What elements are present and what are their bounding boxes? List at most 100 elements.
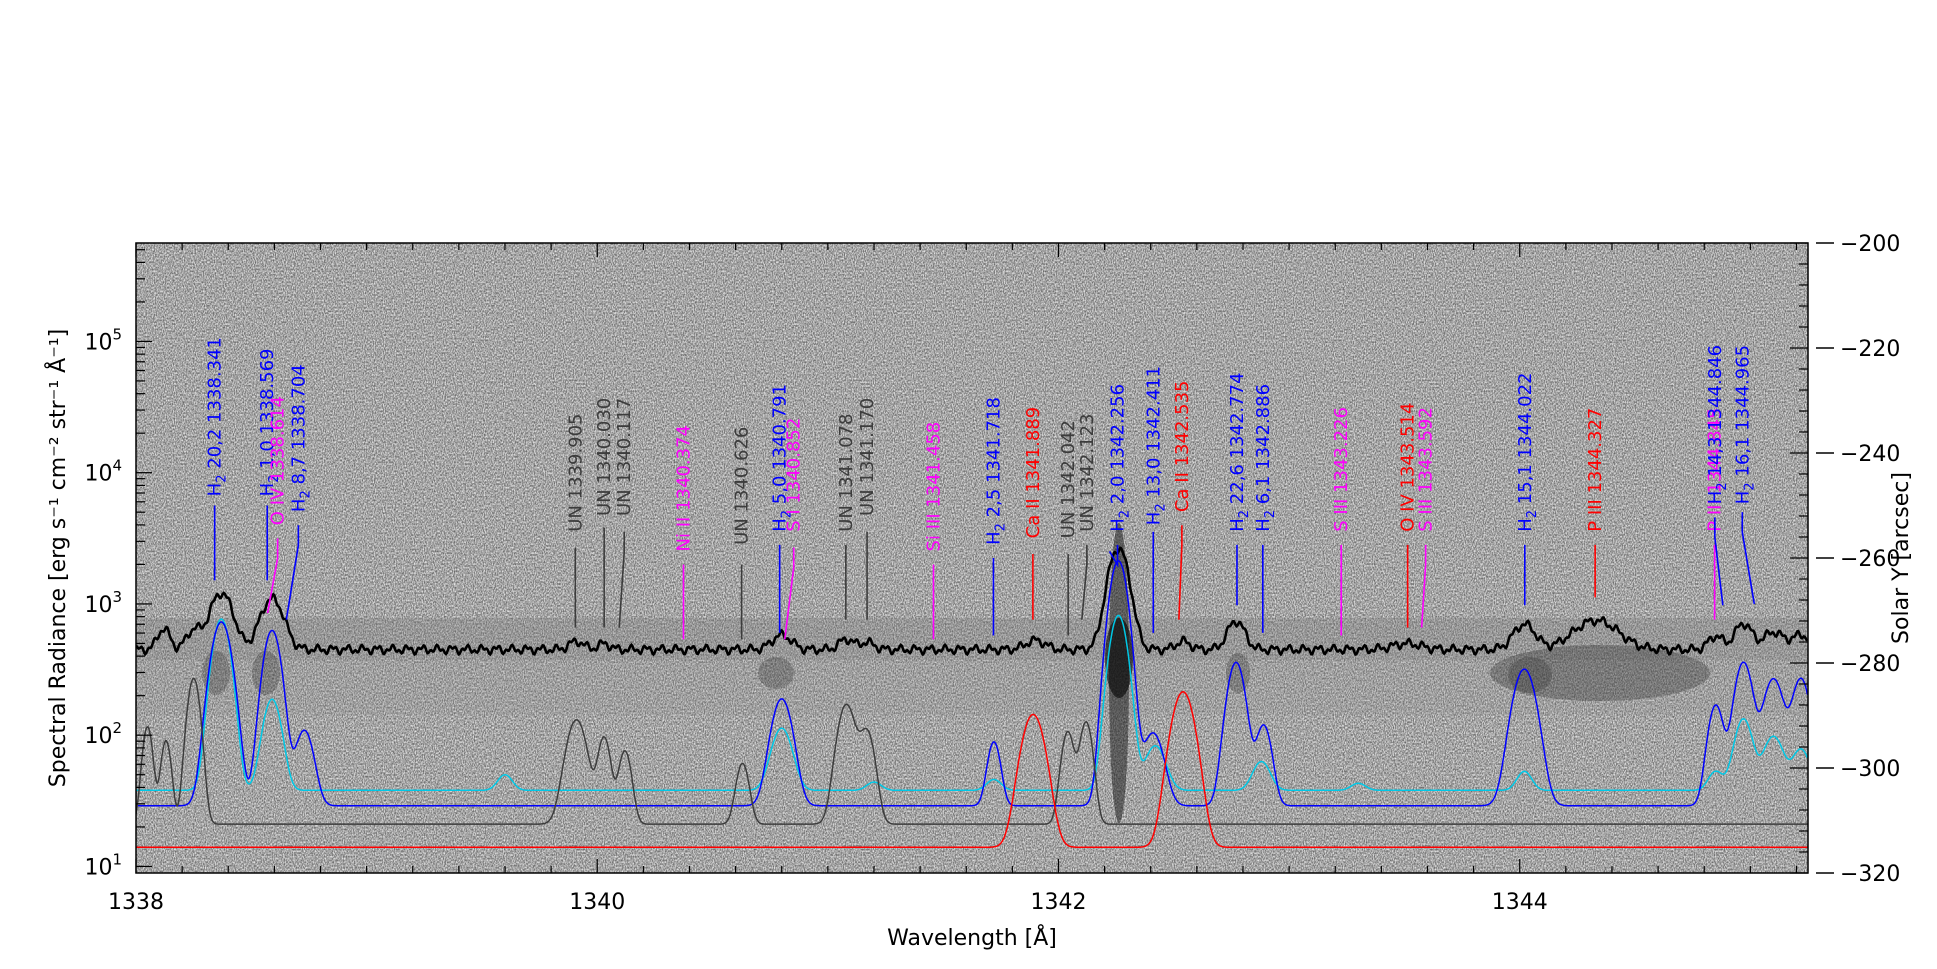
line-label-text: S III 1343.226 [1331, 407, 1352, 532]
y-right-tick-label: −200 [1840, 232, 1900, 257]
line-label-2: H2 1,0 1338.569 [257, 349, 282, 581]
y-left-tick-label: 101 [84, 850, 122, 880]
line-label-6: UN 1340.030 [594, 398, 615, 628]
spectrum-series-line-4 [136, 677, 1808, 825]
y-right-tick-label: −300 [1840, 757, 1900, 782]
y-right-tick-label: −260 [1840, 547, 1900, 572]
line-label-text: H2 5,0 1340.791 [770, 384, 795, 532]
line-label-tick [783, 547, 795, 640]
line-label-text: H2 2,5 1341.718 [983, 397, 1008, 545]
line-label-16: Ca II 1341.889 [1023, 407, 1044, 620]
line-label-text: Si III 1341.458 [923, 422, 944, 552]
line-label-text: UN 1340.030 [594, 398, 615, 516]
y-right-tick-label: −320 [1840, 862, 1900, 887]
line-label-tick [1108, 544, 1119, 568]
line-label-5: UN 1339.905 [565, 414, 586, 628]
line-label-18: UN 1342.123 [1077, 414, 1098, 620]
y-right-tick-label: −220 [1840, 337, 1900, 362]
line-label-text: S III 1343.592 [1416, 407, 1437, 532]
line-label-8: Ni II 1340.374 [673, 425, 694, 640]
line-label-text: H2 15,1 1344.022 [1515, 373, 1540, 532]
line-label-text: H2 20,2 1338.341 [205, 337, 230, 496]
line-label-text: Ca II 1342.535 [1172, 381, 1193, 513]
line-label-text: P III 1344.845 [1705, 408, 1726, 532]
y-axis-right: −200 −220 −240 −260 −280 −300 −320 [1790, 232, 1900, 887]
line-label-text: P III 1344.327 [1585, 408, 1606, 532]
line-label-10: H2 5,0 1340.791 [770, 384, 795, 633]
line-label-30: H2 14,3 1344.846 [1705, 345, 1730, 606]
spectrum-series-line-5 [136, 691, 1808, 849]
line-label-19: H2 2,0 1342.256 [1108, 384, 1133, 568]
line-label-text: H2 16,1 1344.965 [1732, 345, 1757, 504]
line-label-text: H2 13,0 1342.411 [1143, 366, 1168, 525]
x-tick-label: 1340 [569, 890, 625, 915]
line-label-4: H2 8,7 1338.704 [285, 364, 313, 620]
line-label-21: Ca II 1342.535 [1172, 381, 1193, 620]
line-label-tick [285, 525, 300, 620]
y-axis-right-title: Solar Y [arcsec] [1889, 472, 1914, 644]
y-left-tick-label: 103 [84, 588, 122, 618]
line-label-tick [1741, 512, 1756, 605]
line-label-text: O IV 1338.614 [268, 396, 289, 525]
line-label-tick [618, 531, 626, 628]
y-left-tick-label: 105 [84, 325, 122, 355]
line-label-24: S III 1343.226 [1331, 407, 1352, 636]
line-label-text: UN 1342.042 [1058, 420, 1079, 538]
line-label-11: S I 1340.852 [784, 418, 805, 640]
spectrum-series-line-2 [136, 614, 1808, 792]
line-label-tick [1081, 544, 1088, 620]
line-label-text: UN 1340.117 [614, 398, 635, 516]
y-axis-left-title: Spectral Radiance [erg s⁻¹ cm⁻² str⁻¹ Å⁻… [44, 329, 71, 787]
line-label-tick [1420, 544, 1427, 628]
line-label-text: H2 1,0 1338.569 [257, 349, 282, 497]
spectrogram-background [136, 243, 1808, 873]
line-label-text: H2 2,0 1342.256 [1108, 384, 1133, 532]
line-label-28: P III 1344.327 [1585, 408, 1606, 598]
line-label-text: UN 1340.626 [732, 427, 753, 545]
x-axis: 1338 1340 1342 1344 [108, 243, 1798, 915]
line-label-27: H2 15,1 1344.022 [1515, 373, 1540, 606]
spectrum-series [136, 546, 1808, 849]
line-label-text: S I 1340.852 [784, 418, 805, 532]
y-left-tick-label: 104 [84, 457, 122, 487]
line-label-14: Si III 1341.458 [923, 422, 944, 640]
line-label-17: UN 1342.042 [1058, 420, 1079, 636]
line-label-text: Ca II 1341.889 [1023, 407, 1044, 539]
line-label-tick [1178, 525, 1183, 620]
line-label-tick [1714, 517, 1724, 606]
line-label-text: H2 22,6 1342.774 [1227, 373, 1252, 532]
spectrum-series-line-3 [136, 560, 1808, 807]
line-label-text: UN 1341.170 [857, 398, 878, 516]
y-left-tick-label: 102 [84, 719, 122, 749]
line-label-text: UN 1341.078 [836, 414, 857, 532]
line-label-23: H2 6,1 1342.886 [1253, 384, 1278, 633]
line-label-text: O IV 1343.514 [1398, 403, 1419, 532]
line-label-text: Ni II 1340.374 [673, 425, 694, 551]
line-label-text: UN 1342.123 [1077, 414, 1098, 532]
line-label-text: H2 8,7 1338.704 [288, 364, 313, 512]
line-label-20: H2 13,0 1342.411 [1143, 366, 1168, 633]
x-axis-title: Wavelength [Å] [887, 924, 1057, 951]
line-label-1: H2 20,2 1338.341 [205, 337, 230, 581]
line-label-29: P III 1344.845 [1705, 408, 1726, 620]
line-label-7: UN 1340.117 [614, 398, 635, 628]
y-axis-left: 101 102 103 104 105 [84, 249, 152, 880]
y-right-tick-label: −280 [1840, 652, 1900, 677]
x-tick-label: 1338 [108, 890, 164, 915]
line-label-text: H2 6,1 1342.886 [1253, 384, 1278, 532]
line-label-22: H2 22,6 1342.774 [1227, 373, 1252, 606]
line-label-15: H2 2,5 1341.718 [983, 397, 1008, 636]
line-label-26: S III 1343.592 [1416, 407, 1437, 628]
line-label-25: O IV 1343.514 [1398, 403, 1419, 628]
line-label-text: UN 1339.905 [565, 414, 586, 532]
line-label-3: O IV 1338.614 [266, 396, 289, 614]
line-label-9: UN 1340.626 [732, 427, 753, 640]
x-tick-label: 1342 [1030, 890, 1086, 915]
y-right-tick-label: −240 [1840, 442, 1900, 467]
spectrum-series-line-1 [136, 546, 1808, 657]
line-label-tick [266, 538, 279, 614]
line-label-12: UN 1341.078 [836, 414, 857, 620]
line-label-text: H2 14,3 1344.846 [1705, 345, 1730, 504]
